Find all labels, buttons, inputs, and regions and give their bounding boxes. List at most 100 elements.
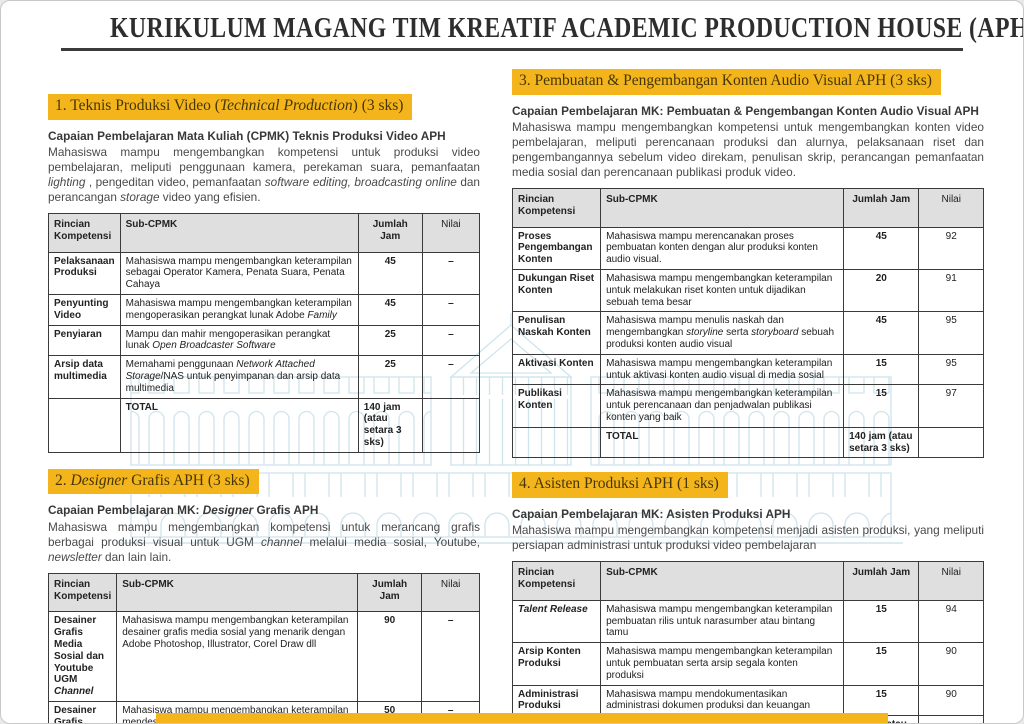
competency-cell: Arsip data multimedia xyxy=(48,355,121,399)
competency-cell: Penyiaran xyxy=(48,324,121,357)
score-cell: 90 xyxy=(918,684,984,717)
table-row: Penyunting Video Mahasiswa mampu mengemba… xyxy=(48,294,481,326)
score-cell xyxy=(421,397,481,453)
score-cell: – xyxy=(421,324,481,357)
competency-cell: Penyunting Video xyxy=(48,294,121,326)
section-designer-grafis: 2. Designer Grafis APH (3 sks) Capaian P… xyxy=(47,468,481,723)
subcpmk-cell: Mahasiswa mampu mengembangkan keterampil… xyxy=(600,353,845,386)
table-header-row: Rincian Kompetensi Sub-CPMK Jumlah Jam Nila… xyxy=(511,188,984,228)
competency-cell: Penulisan Naskah Konten xyxy=(511,311,602,355)
score-cell: – xyxy=(421,251,481,296)
hours-cell: 15 xyxy=(843,684,920,717)
subcpmk-cell: Mampu dan mahir mengoperasikan perangkat… xyxy=(119,324,359,357)
cpmk-paragraph: Mahasiswa mampu mengembangkan kompetensi… xyxy=(512,119,984,179)
section-teknis-produksi-video: 1. Teknis Produksi Video (Technical Prod… xyxy=(48,94,481,453)
column-header: Nilai xyxy=(918,561,984,601)
competency-cell xyxy=(511,426,602,459)
subcpmk-cell: Mahasiswa mampu mengembangkan keterampil… xyxy=(600,384,845,428)
cpmk-heading: Capaian Pembelajaran MK: Asisten Produks… xyxy=(512,507,791,521)
subcpmk-cell: Mahasiswa mampu merencanakan proses pemb… xyxy=(600,226,845,271)
competency-cell: Talent Release xyxy=(511,599,602,644)
hours-cell: 15 xyxy=(843,642,920,686)
hours-cell: 20 xyxy=(843,269,920,313)
cpmk-heading: Capaian Pembelajaran MK: Designer Grafis… xyxy=(48,503,319,518)
table-row: Dukungan Riset Konten Mahasiswa mampu men… xyxy=(511,269,984,313)
page-title: KURIKULUM MAGANG TIM KREATIF ACADEMIC PR… xyxy=(109,12,1024,44)
score-cell: 94 xyxy=(918,599,984,644)
hours-cell: 45 xyxy=(843,226,920,271)
score-cell: – xyxy=(421,355,481,399)
column-header: Jumlah Jam xyxy=(357,213,423,253)
score-cell: 95 xyxy=(918,353,984,386)
hours-cell: 15 xyxy=(843,384,920,428)
hours-cell: 15 xyxy=(843,599,920,644)
competency-cell: Publikasi Konten xyxy=(511,384,602,428)
section-heading: 1. Teknis Produksi Video (Technical Prod… xyxy=(48,94,413,120)
column-header: Jumlah Jam xyxy=(843,561,920,601)
footer-accent-bar xyxy=(156,713,888,723)
column-header: Rincian Kompetensi xyxy=(511,188,602,228)
score-cell: 90 xyxy=(918,642,984,686)
column-header: Nilai xyxy=(421,213,481,253)
column-header: Nilai xyxy=(421,572,480,613)
score-cell: 91 xyxy=(918,269,984,313)
score-cell: 95 xyxy=(918,311,984,355)
subcpmk-cell: Mahasiswa mampu mengembangkan keterampil… xyxy=(600,642,845,686)
subcpmk-cell: TOTAL xyxy=(600,426,845,459)
table-header-row: Rincian Kompetensi Sub-CPMK Jumlah Jam Nila… xyxy=(48,213,481,253)
section-heading: 2. Designer Grafis APH (3 sks) xyxy=(48,468,259,495)
table-row: Talent Release Mahasiswa mampu mengembang… xyxy=(511,599,984,644)
table-row: Proses Pengembangan Konten Mahasiswa mamp… xyxy=(511,226,984,271)
subcpmk-cell: Mahasiswa mampu mengembangkan keterampil… xyxy=(600,599,845,644)
table-row: Pelaksanaan Produksi Mahasiswa mampu meng… xyxy=(48,251,481,296)
hours-cell: 25 xyxy=(357,324,423,357)
table-row: Aktivasi Konten Mahasiswa mampu mengemban… xyxy=(511,353,984,386)
score-cell: – xyxy=(421,611,480,702)
table-row: Penulisan Naskah Konten Mahasiswa mampu m… xyxy=(511,311,984,355)
table-row: Arsip data multimedia Memahami penggunaan… xyxy=(48,355,481,399)
subcpmk-cell: Mahasiswa mampu mengembangkan keterampil… xyxy=(119,251,359,296)
hours-cell: 45 xyxy=(843,311,920,355)
section-konten-audio-visual: 3. Pembuatan & Pengembangan Konten Audio… xyxy=(511,69,984,459)
column-header: Jumlah Jam xyxy=(356,572,423,613)
table-row: Penyiaran Mampu dan mahir mengoperasikan … xyxy=(48,324,481,357)
competency-cell: Aktivasi Konten xyxy=(511,353,602,386)
section-heading: 3. Pembuatan & Pengembangan Konten Audio… xyxy=(512,69,941,95)
cpmk-paragraph: Mahasiswa mampu mengembangkan kompetensi… xyxy=(512,523,984,553)
competency-cell: Desainer Grafis Media Sosial dan Youtube… xyxy=(47,611,118,702)
cpmk-paragraph: Mahasiswa mampu mengembangkan kompetensi… xyxy=(48,144,480,204)
section-heading: 4. Asisten Produksi APH (1 sks) xyxy=(512,472,728,498)
competency-cell: Arsip Konten Produksi xyxy=(511,642,602,686)
score-cell: 92 xyxy=(918,226,984,271)
competency-table: Rincian Kompetensi Sub-CPMK Jumlah Jam Nila… xyxy=(511,188,984,459)
subcpmk-cell: Mahasiswa mampu mengembangkan keterampil… xyxy=(119,294,359,326)
column-header: Nilai xyxy=(918,188,984,228)
cpmk-heading: Capaian Pembelajaran MK: Pembuatan & Pen… xyxy=(512,103,979,118)
column-header: Jumlah Jam xyxy=(843,188,920,228)
column-header: Rincian Kompetensi xyxy=(48,213,121,253)
competency-cell xyxy=(48,397,121,453)
hours-cell: 140 jam (atau setara 3 sks) xyxy=(843,426,920,459)
subcpmk-cell: Mahasiswa mampu mengembangkan keterampil… xyxy=(116,611,358,702)
hours-cell: 90 xyxy=(356,611,423,702)
table-row: Arsip Konten Produksi Mahasiswa mampu men… xyxy=(511,642,984,686)
competency-cell: Dukungan Riset Konten xyxy=(511,269,602,313)
title-divider xyxy=(61,48,963,51)
column-header: Rincian Kompetensi xyxy=(511,561,602,601)
table-row: Desainer Grafis Media Sosial dan Youtube… xyxy=(47,611,480,702)
right-column: 3. Pembuatan & Pengembangan Konten Audio… xyxy=(511,69,984,723)
total-row: TOTAL 140 jam (atau setara 3 sks) xyxy=(511,426,984,459)
column-header: Sub-CPMK xyxy=(600,188,845,228)
cpmk-paragraph: Mahasiswa mampu mengembangkan kompetensi… xyxy=(48,519,481,564)
section-asisten-produksi: 4. Asisten Produksi APH (1 sks) Capaian … xyxy=(511,472,984,723)
competency-cell: Administrasi Produksi xyxy=(511,684,602,717)
table-header-row: Rincian Kompetensi Sub-CPMK Jumlah Jam Nila… xyxy=(47,572,480,613)
score-cell xyxy=(918,426,984,459)
hours-cell: 45 xyxy=(357,251,423,296)
competency-cell: Proses Pengembangan Konten xyxy=(511,226,602,271)
score-cell xyxy=(918,715,984,723)
left-column: 1. Teknis Produksi Video (Technical Prod… xyxy=(47,94,481,723)
column-header: Sub-CPMK xyxy=(116,572,358,613)
competency-table: Rincian Kompetensi Sub-CPMK Jumlah Jam Nila… xyxy=(47,572,480,723)
